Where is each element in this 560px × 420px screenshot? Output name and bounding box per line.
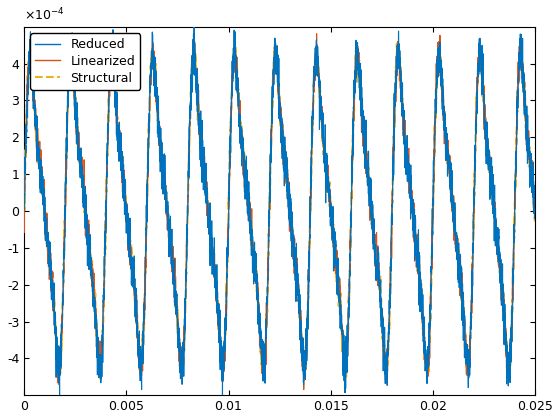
- Structural: [491, 238, 498, 243]
- Structural: [516, 63, 523, 68]
- Structural: [21, 208, 27, 213]
- Reduced: [235, 97, 242, 102]
- Linearized: [300, 387, 307, 392]
- Linearized: [491, 194, 498, 199]
- Linearized: [240, 167, 246, 172]
- Reduced: [516, 54, 523, 59]
- Linearized: [313, 31, 320, 36]
- Reduced: [491, 213, 498, 218]
- Reduced: [532, 212, 539, 217]
- Legend: Reduced, Linearized, Structural: Reduced, Linearized, Structural: [30, 33, 140, 89]
- Line: Reduced: Reduced: [24, 42, 535, 381]
- Reduced: [342, 379, 348, 384]
- Text: $\times10^{-4}$: $\times10^{-4}$: [24, 6, 65, 23]
- Reduced: [272, 39, 279, 44]
- Structural: [191, 21, 198, 26]
- Structural: [264, 300, 270, 305]
- Reduced: [21, 206, 27, 211]
- Structural: [532, 206, 539, 211]
- Linearized: [532, 206, 539, 211]
- Structural: [236, 121, 242, 126]
- Line: Structural: Structural: [24, 24, 535, 398]
- Structural: [392, 68, 399, 74]
- Reduced: [392, 77, 399, 82]
- Reduced: [264, 306, 270, 311]
- Reduced: [240, 146, 246, 151]
- Structural: [240, 136, 246, 142]
- Linearized: [21, 192, 27, 197]
- Linearized: [264, 297, 270, 302]
- Structural: [219, 396, 226, 401]
- Line: Linearized: Linearized: [24, 34, 535, 390]
- Linearized: [235, 102, 242, 108]
- Linearized: [392, 77, 399, 82]
- Linearized: [516, 65, 523, 70]
